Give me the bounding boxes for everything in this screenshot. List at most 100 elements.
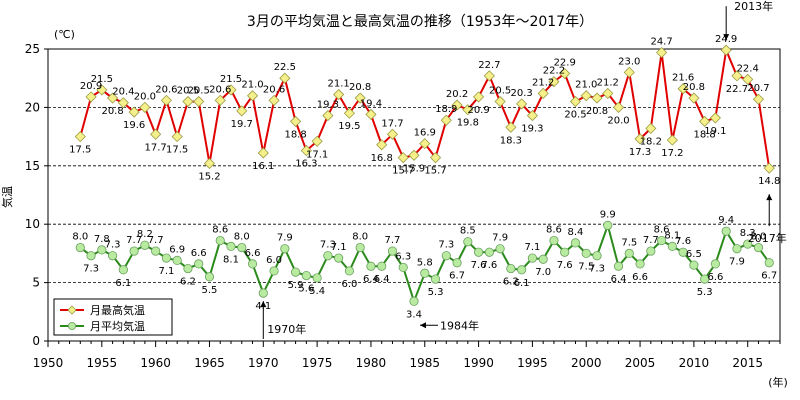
x-tick-label: 2015 [732, 356, 763, 370]
data-label: 5.5 [202, 285, 218, 296]
data-point [721, 226, 731, 236]
data-label: 8.2 [137, 229, 153, 240]
data-label: 7.3 [438, 240, 454, 251]
data-label: 7.6 [557, 260, 573, 271]
data-label: 9.9 [600, 209, 616, 220]
chart-title: 3月の平均気温と最高気温の推移（1953年～2017年） [247, 13, 593, 30]
data-label: 7.6 [481, 260, 497, 271]
data-point [225, 84, 237, 96]
data-label: 8.5 [460, 226, 476, 237]
data-label: 15.7 [424, 166, 446, 177]
y-axis-label: 気温 [0, 186, 14, 208]
data-label: 5.4 [309, 286, 325, 297]
y-tick-label: 20 [25, 100, 40, 114]
legend-marker [67, 305, 77, 315]
data-label: 21.6 [672, 73, 694, 84]
data-label: 8.0 [751, 232, 767, 243]
axes [44, 48, 781, 347]
data-label: 22.9 [554, 58, 576, 69]
data-point [634, 133, 646, 145]
data-point [387, 246, 398, 256]
data-label: 5.3 [697, 287, 713, 298]
annotation-arrowhead [723, 34, 730, 41]
data-point [517, 265, 527, 275]
data-point [139, 101, 151, 113]
data-point [495, 244, 505, 254]
data-point [161, 253, 172, 263]
data-label: 7.0 [535, 267, 551, 278]
data-label: 20.9 [467, 105, 489, 116]
data-point [666, 134, 678, 146]
data-point [667, 241, 677, 251]
data-label: 21.0 [575, 80, 597, 91]
data-label: 20.6 [155, 84, 177, 95]
data-label: 7.3 [589, 264, 605, 275]
data-label: 7.5 [578, 261, 594, 272]
data-label: 7.7 [643, 235, 659, 246]
tick-labels: 0 5 10 15 20 25 1950 1955 1960 1965 1970 1975 1980 19… [25, 42, 763, 370]
data-label: 15.2 [198, 171, 220, 182]
data-label: 7.6 [675, 236, 691, 247]
data-point [312, 273, 322, 283]
y-tick-label: 5 [32, 276, 40, 290]
data-label: 6.1 [115, 278, 131, 289]
data-point [96, 84, 108, 96]
data-point [160, 94, 172, 106]
series-max-temp [74, 44, 775, 174]
data-point [710, 259, 721, 269]
data-label: 6.0 [266, 255, 282, 266]
data-point [420, 268, 430, 278]
gridlines [48, 107, 780, 284]
data-point [355, 242, 365, 253]
data-label: 22.5 [274, 62, 296, 73]
data-point [537, 87, 549, 99]
data-point [151, 246, 161, 256]
data-point [97, 245, 107, 255]
data-point [452, 258, 462, 268]
data-label: 5.6 [298, 284, 314, 295]
data-label: 21.2 [597, 77, 619, 88]
data-point [247, 259, 258, 269]
data-label: 17.7 [145, 142, 167, 153]
data-point [182, 95, 194, 108]
data-point [624, 248, 634, 258]
data-point [688, 92, 700, 104]
data-point [365, 108, 377, 120]
data-label: 6.6 [191, 248, 207, 259]
data-point [107, 251, 118, 261]
data-point [203, 157, 216, 170]
data-label: 21.5 [220, 74, 242, 85]
data-point [763, 162, 775, 174]
data-point [732, 244, 742, 254]
data-point [505, 121, 517, 133]
data-point [386, 128, 399, 140]
data-label: 7.7 [148, 235, 164, 246]
data-label: 7.1 [158, 266, 174, 277]
data-label: 6.9 [169, 244, 185, 255]
data-label: 7.7 [385, 235, 401, 246]
data-point [117, 97, 129, 109]
data-point [311, 135, 323, 147]
data-point [246, 90, 259, 102]
legend-label: 月最高気温 [90, 303, 145, 317]
data-point [408, 149, 420, 161]
data-point [204, 272, 215, 282]
data-label: 20.2 [446, 89, 468, 100]
data-label: 9.4 [718, 215, 734, 226]
data-point [268, 94, 280, 106]
data-label: 6.3 [395, 251, 411, 262]
data-label: 22.4 [737, 63, 759, 74]
data-label: 17.5 [166, 145, 188, 156]
data-label: 19.8 [457, 118, 479, 129]
data-label: 20.7 [747, 83, 769, 94]
data-label: 8.1 [223, 254, 239, 265]
data-label: 7.8 [94, 234, 110, 245]
data-point [646, 246, 656, 256]
x-tick-label: 1950 [33, 356, 64, 370]
data-label: 6.0 [341, 279, 357, 290]
data-point [549, 235, 559, 246]
data-point [451, 99, 463, 111]
data-label: 16.3 [295, 159, 317, 170]
series-mean-temp [75, 220, 774, 306]
